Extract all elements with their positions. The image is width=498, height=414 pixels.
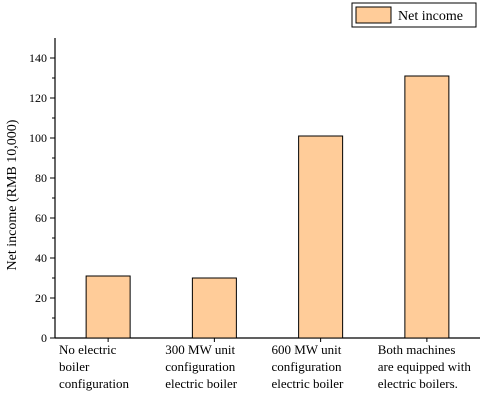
x-tick-label: 300 MW unit configuration electric boile… (165, 342, 238, 391)
bar (298, 135, 344, 339)
y-tick-label: 40 (35, 251, 47, 265)
y-tick-label: 60 (35, 211, 47, 225)
legend-label: Net income (398, 9, 463, 24)
y-tick-label: 120 (29, 91, 47, 105)
y-axis-label: Net income (RMB 10,000) (5, 119, 20, 270)
legend: Net income (351, 2, 477, 28)
bar (85, 275, 131, 339)
y-tick-label: 100 (29, 131, 47, 145)
y-tick-label: 20 (35, 291, 47, 305)
x-tick-label: 600 MW unit configuration electric boile… (271, 342, 344, 391)
bars (85, 75, 450, 339)
x-tick-label: Both machines are equipped with electric… (377, 342, 471, 391)
y-tick-label: 80 (35, 171, 47, 185)
x-tick-label: No electric boiler configuration (59, 342, 130, 391)
legend-swatch (355, 6, 392, 24)
y-tick-label: 140 (29, 51, 47, 65)
bar (404, 75, 450, 339)
bar (191, 277, 237, 339)
y-tick-label: 0 (41, 331, 47, 345)
